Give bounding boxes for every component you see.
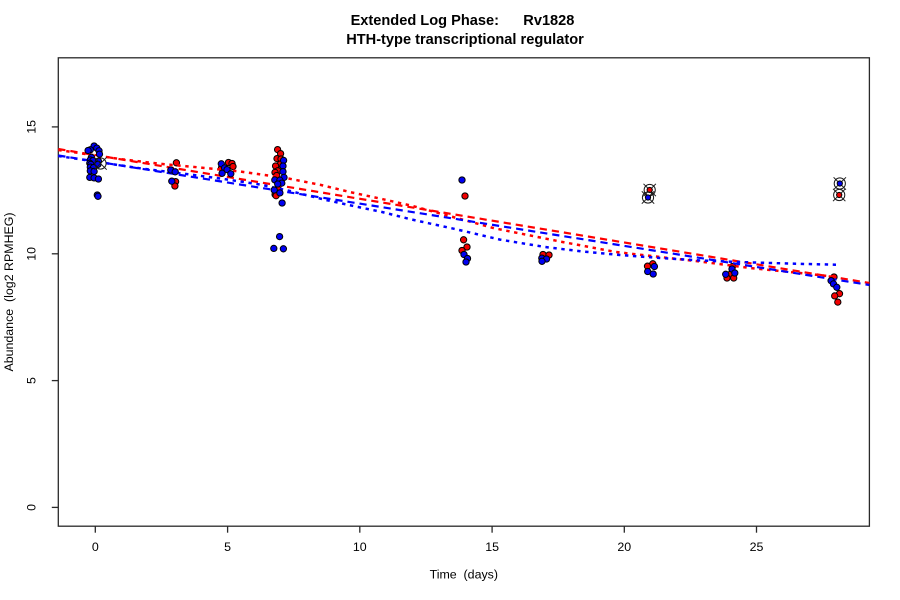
svg-text:10: 10 <box>353 540 367 554</box>
svg-text:5: 5 <box>25 377 39 384</box>
svg-text:0: 0 <box>92 540 99 554</box>
svg-text:5: 5 <box>224 540 231 554</box>
svg-text:Extended Log Phase: Rv182: Extended Log Phase: Rv1828 <box>351 13 575 29</box>
svg-text:25: 25 <box>750 540 764 554</box>
svg-text:Abundance (log2 RPMHEG): Abundance (log2 RPMHEG) <box>2 212 16 371</box>
svg-text:0: 0 <box>25 504 39 511</box>
svg-text:15: 15 <box>485 540 499 554</box>
svg-text:HTH-type transcriptional regul: HTH-type transcriptional regulator <box>346 32 584 48</box>
svg-text:10: 10 <box>25 247 39 261</box>
svg-text:15: 15 <box>25 120 39 134</box>
svg-text:20: 20 <box>617 540 631 554</box>
svg-text:Time (days): Time (days) <box>430 568 498 582</box>
